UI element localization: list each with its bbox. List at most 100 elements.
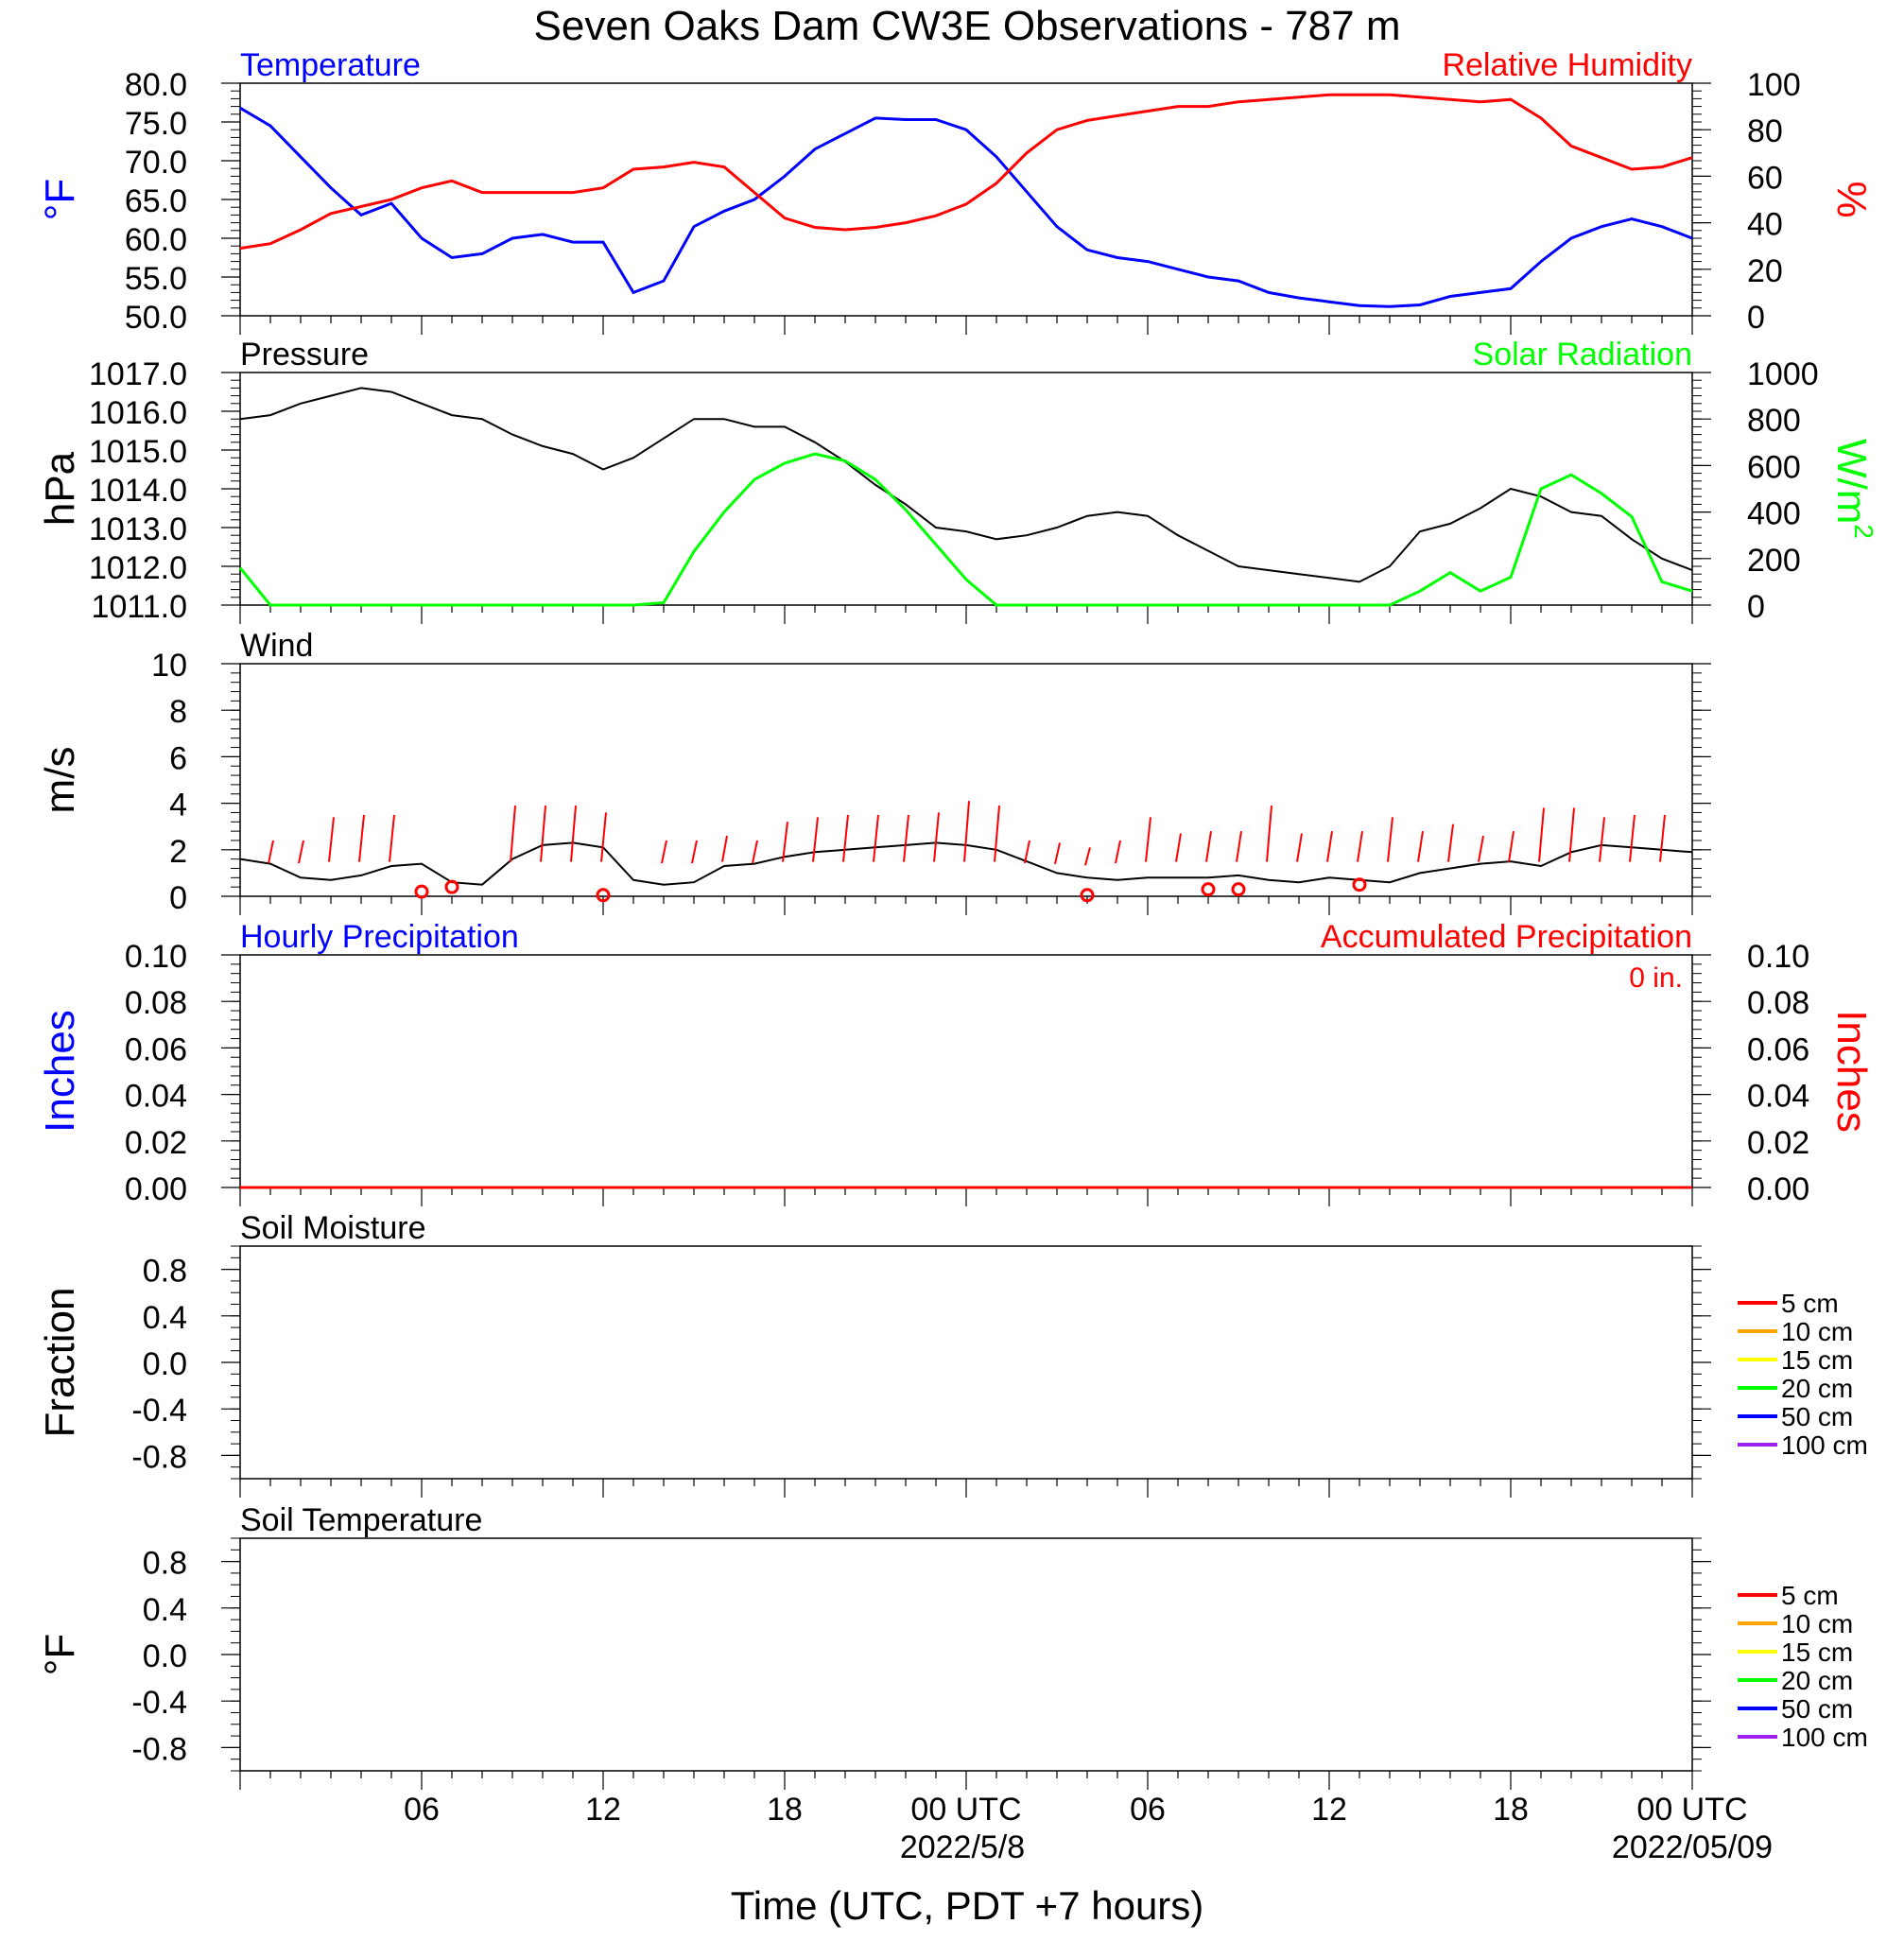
- y-tick-label-left: 80.0: [125, 67, 187, 103]
- wind-gust-mark: [873, 814, 879, 862]
- calm-marker: [414, 884, 429, 899]
- calm-marker: [444, 879, 459, 894]
- time-tick-label: 18: [1493, 1792, 1529, 1828]
- wind-gust-mark: [933, 812, 940, 862]
- panel-title-left: Pressure: [240, 337, 369, 373]
- calm-marker: [1352, 877, 1367, 893]
- wind-gust-mark: [661, 840, 667, 864]
- legend-label: 15 cm: [1781, 1638, 1853, 1667]
- y-tick-label-left: 1014.0: [89, 473, 187, 509]
- plot-frame: [239, 1537, 1693, 1772]
- y-tick-label-right: 600: [1747, 449, 1801, 485]
- y-tick-label-right: 800: [1747, 403, 1801, 439]
- time-tick-label: 12: [585, 1792, 621, 1828]
- wind-gust-mark: [1508, 830, 1515, 862]
- panel-title-left: Soil Moisture: [240, 1210, 426, 1246]
- wind-gust-mark: [963, 801, 970, 862]
- panel-title-right: Relative Humidity: [1442, 47, 1692, 83]
- y-axis-unit-right-superscript: 2: [1849, 524, 1878, 539]
- wind-gust-mark: [1115, 840, 1121, 864]
- y-tick-label-right: 400: [1747, 496, 1801, 532]
- chart-title: Seven Oaks Dam CW3E Observations - 787 m: [534, 3, 1401, 49]
- legend-label: 5 cm: [1781, 1581, 1839, 1610]
- y-tick-label-right: 80: [1747, 113, 1783, 149]
- wind-gust-mark: [328, 817, 335, 862]
- wind-gust-mark: [570, 805, 577, 862]
- wind-gust-mark: [1447, 823, 1454, 862]
- date-label: 2022/5/8: [900, 1829, 1025, 1865]
- series-line-solar-radiation: [238, 452, 1693, 607]
- wind-gust-mark: [1296, 833, 1303, 862]
- accumulated-total-label: 0 in.: [1629, 962, 1683, 994]
- wind-gust-mark: [812, 817, 819, 862]
- y-tick-label-left: -0.4: [131, 1393, 187, 1429]
- wind-gust-mark: [1387, 817, 1393, 862]
- y-axis-unit-left: Inches: [37, 1010, 83, 1133]
- panel-title-right: Solar Radiation: [1473, 337, 1692, 373]
- legend-label: 15 cm: [1781, 1345, 1853, 1375]
- time-tick-label: 06: [1130, 1792, 1166, 1828]
- y-tick-label-left: 1016.0: [89, 395, 187, 431]
- wind-gust-mark: [1175, 833, 1182, 862]
- y-axis-unit-left: °F: [37, 179, 83, 220]
- wind-gust-mark: [1054, 842, 1061, 865]
- wind-gust-mark: [1266, 805, 1272, 862]
- y-tick-label-left: 0.08: [125, 985, 187, 1021]
- wind-gust-mark: [1568, 807, 1575, 862]
- wind-gust-mark: [691, 840, 698, 864]
- y-axis-unit-left: m/s: [37, 747, 83, 814]
- wind-gust-mark: [842, 814, 849, 862]
- y-tick-label-left: 1015.0: [89, 434, 187, 470]
- wind-gust-mark: [782, 822, 788, 862]
- y-tick-label-right: 0: [1747, 300, 1765, 336]
- y-tick-label-left: 0.06: [125, 1031, 187, 1067]
- wind-gust-mark: [358, 814, 365, 862]
- y-tick-label-left: 75.0: [125, 106, 187, 142]
- y-tick-label-left: 55.0: [125, 261, 187, 297]
- calm-marker: [1201, 882, 1216, 897]
- wind-gust-mark: [903, 814, 909, 862]
- y-tick-label-left: 0.10: [125, 939, 187, 975]
- y-tick-label-left: 0.00: [125, 1171, 187, 1207]
- date-label: 2022/05/09: [1612, 1829, 1773, 1865]
- time-tick-label: 06: [404, 1792, 440, 1828]
- y-tick-label-left: 60.0: [125, 222, 187, 258]
- y-axis-unit-right-text: W/m: [1828, 439, 1875, 524]
- y-tick-label-right: 0.10: [1747, 939, 1809, 975]
- panel-title-left: Temperature: [240, 47, 421, 83]
- y-tick-label-left: 2: [169, 834, 187, 870]
- legend-label: 50 cm: [1781, 1402, 1853, 1431]
- y-tick-label-left: 70.0: [125, 145, 187, 181]
- y-tick-label-left: 1013.0: [89, 511, 187, 547]
- time-tick-label: 00 UTC: [1636, 1792, 1747, 1828]
- panel-precip: 0.10 0.08 0.06 0.04 0.02 0.00 0.10 0.08 0.06 0.04…: [37, 919, 1875, 1207]
- panel-title-left: Hourly Precipitation: [240, 919, 519, 955]
- y-tick-label-right: 0.08: [1747, 985, 1809, 1021]
- panel-title-left: Soil Temperature: [240, 1502, 482, 1538]
- wind-gust-mark: [1538, 807, 1545, 862]
- y-tick-label-right: 0.02: [1747, 1125, 1809, 1161]
- y-axis-unit-left: Fraction: [37, 1288, 83, 1438]
- y-tick-label-right: 0.04: [1747, 1079, 1809, 1115]
- time-tick-label: 12: [1311, 1792, 1347, 1828]
- y-tick-label-left: 0.8: [143, 1254, 187, 1290]
- y-tick-label-right: 0.00: [1747, 1171, 1809, 1207]
- y-axis-unit-left: °F: [37, 1634, 83, 1675]
- wind-gust-mark: [268, 840, 274, 864]
- y-tick-label-left: 4: [169, 788, 187, 823]
- legend-label: 100 cm: [1781, 1723, 1868, 1752]
- y-tick-label-left: 1012.0: [89, 550, 187, 586]
- y-tick-label-left: 6: [169, 740, 187, 776]
- wind-gust-mark: [1236, 830, 1242, 862]
- wind-gust-mark: [540, 805, 546, 862]
- panel-soil_moisture: 0.8 0.4 0.0 -0.4 -0.8 Soil Moisture Fraction 5 …: [37, 1210, 1868, 1498]
- wind-gust-mark: [1659, 814, 1666, 862]
- wind-gust-mark: [1629, 814, 1636, 862]
- y-tick-label-left: -0.8: [131, 1439, 187, 1475]
- y-tick-label-right: 40: [1747, 207, 1783, 243]
- y-tick-label-right: 100: [1747, 67, 1801, 103]
- series-line-temperature: [239, 106, 1693, 308]
- wind-gust-mark: [510, 805, 516, 862]
